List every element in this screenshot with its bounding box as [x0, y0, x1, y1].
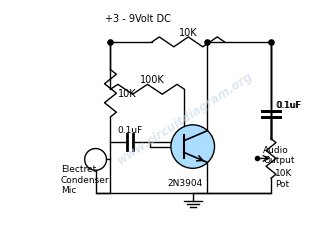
Circle shape [171, 125, 214, 169]
Text: 100K: 100K [140, 75, 165, 85]
Text: 10K
Pot: 10K Pot [275, 169, 292, 188]
Text: Electret
Condenser
Mic: Electret Condenser Mic [61, 165, 109, 194]
Text: 0.1uF: 0.1uF [276, 100, 301, 109]
Text: www.circuitdiagram.org: www.circuitdiagram.org [114, 69, 255, 166]
Text: 0.1uF: 0.1uF [118, 126, 143, 135]
Text: 0.1uF: 0.1uF [275, 100, 300, 109]
Text: 2N3904: 2N3904 [167, 178, 203, 187]
Text: Audio
Output: Audio Output [263, 145, 295, 164]
Text: 10K: 10K [118, 89, 137, 99]
Text: +3 - 9Volt DC: +3 - 9Volt DC [106, 14, 172, 24]
Text: 10K: 10K [179, 28, 198, 38]
